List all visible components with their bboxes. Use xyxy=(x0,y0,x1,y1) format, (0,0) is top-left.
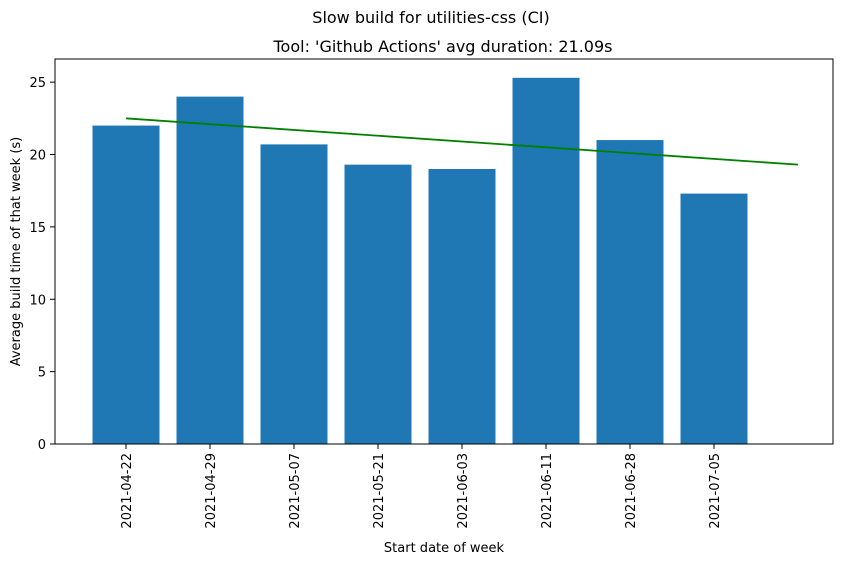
bar-2021-04-22 xyxy=(92,125,160,444)
bar-2021-05-07 xyxy=(260,144,328,445)
bar-2021-05-21 xyxy=(344,164,412,444)
bar-2021-06-28 xyxy=(596,140,664,445)
bar-2021-06-03 xyxy=(428,169,496,444)
x-tick-label-2021-05-21: 2021-05-21 xyxy=(372,453,387,529)
y-tick-label-25: 25 xyxy=(29,76,46,91)
y-axis: 0 5 10 15 20 25 xyxy=(29,76,55,453)
x-tick-label-2021-06-28: 2021-06-28 xyxy=(624,453,639,529)
x-tick-label-2021-04-22: 2021-04-22 xyxy=(120,453,135,529)
y-axis-label: Average build time of that week (s) xyxy=(9,137,24,367)
chart-title: Tool: 'Github Actions' avg duration: 21.… xyxy=(273,37,613,56)
bar-2021-07-05 xyxy=(680,193,748,444)
x-tick-label-2021-07-05: 2021-07-05 xyxy=(708,453,723,529)
x-axis: 2021-04-22 2021-04-29 2021-05-07 2021-05-21… xyxy=(120,444,723,529)
y-tick-label-10: 10 xyxy=(29,293,46,308)
bar-2021-06-11 xyxy=(512,77,580,444)
x-tick-label-2021-04-29: 2021-04-29 xyxy=(204,453,219,529)
y-tick-label-20: 20 xyxy=(29,149,46,164)
x-tick-label-2021-06-11: 2021-06-11 xyxy=(540,453,555,529)
y-tick-label-15: 15 xyxy=(29,221,46,236)
bar-2021-04-29 xyxy=(176,96,244,444)
trendline-group xyxy=(125,117,799,166)
plot-frame xyxy=(54,58,834,445)
y-tick-label-5: 5 xyxy=(38,366,46,381)
x-axis-label: Start date of week xyxy=(384,541,505,556)
y-tick-label-0: 0 xyxy=(38,438,46,453)
x-tick-label-2021-05-07: 2021-05-07 xyxy=(288,453,303,529)
bars-group xyxy=(92,77,748,445)
chart-suptitle: Slow build for utilities-css (CI) xyxy=(312,8,549,27)
trend-line xyxy=(125,117,799,166)
x-tick-label-2021-06-03: 2021-06-03 xyxy=(456,453,471,529)
